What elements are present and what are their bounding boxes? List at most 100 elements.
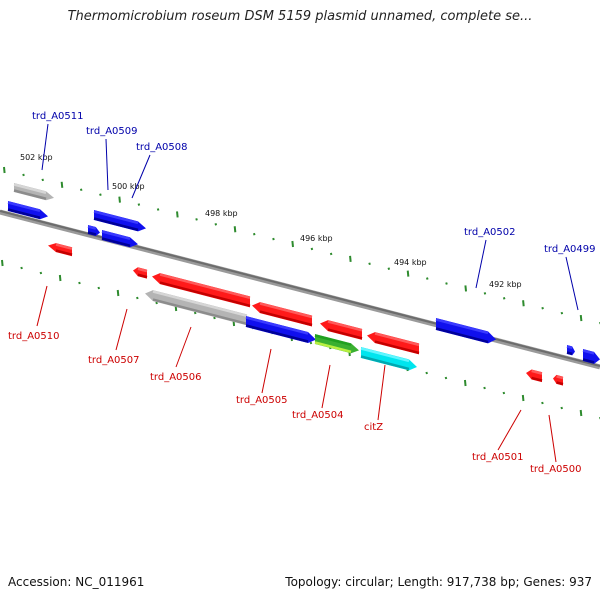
kbp-label: 492 kbp — [489, 280, 522, 289]
gene-leader-line — [321, 364, 331, 409]
gene-arrow-shade — [87, 231, 97, 236]
scale-tick-upper — [214, 223, 218, 226]
scale-tick-lower — [560, 406, 563, 410]
scale-tick-upper — [329, 252, 333, 256]
kbp-label: 500 kbp — [112, 182, 145, 191]
gene-arrow[interactable] — [553, 374, 564, 386]
gene-arrow[interactable] — [252, 302, 313, 327]
gene-arrow[interactable] — [566, 345, 575, 356]
gene-arrow[interactable] — [152, 273, 251, 308]
gene-label: trd_A0499 — [544, 244, 596, 255]
gene-label: trd_A0508 — [136, 142, 188, 153]
gene-label: trd_A0509 — [86, 126, 138, 137]
scale-tick-upper — [252, 232, 256, 236]
gene-arrow-shade — [7, 208, 41, 219]
scale-tick-upper — [176, 211, 179, 218]
gene-arrow-highlight — [259, 302, 313, 319]
gene-arrow-highlight — [93, 210, 139, 225]
scale-tick-upper — [22, 173, 25, 177]
scale-tick-lower — [20, 266, 23, 270]
gene-leader-line — [377, 364, 386, 421]
gene-arrow-highlight — [314, 334, 352, 347]
gene-arrow[interactable] — [435, 318, 496, 344]
gene-leader-line — [175, 326, 192, 368]
scale-tick-lower — [39, 271, 43, 275]
gene-arrow[interactable] — [582, 349, 600, 364]
gene-label: trd_A0500 — [530, 464, 582, 475]
gene-leader-line — [131, 154, 151, 199]
gene-arrow-highlight — [7, 201, 41, 212]
scale-tick-upper — [99, 193, 102, 196]
gene-arrow-highlight — [87, 225, 97, 230]
scale-tick-lower — [444, 376, 448, 380]
kbp-label: 502 kbp — [20, 153, 53, 162]
gene-arrow-highlight — [556, 375, 564, 380]
gene-leader-line — [41, 123, 49, 171]
gene-arrow-shade — [556, 381, 564, 386]
gene-arrow-shade — [566, 351, 573, 356]
scale-tick-lower — [463, 379, 467, 387]
scale-tick-upper — [560, 311, 564, 315]
scale-tick-upper — [118, 196, 121, 203]
gene-leader-line — [497, 409, 522, 451]
scale-tick-upper — [156, 208, 160, 211]
scale-tick-upper — [60, 181, 64, 188]
gene-arrow-shade — [582, 358, 595, 364]
gene-label: trd_A0501 — [472, 452, 524, 463]
gene-arrow-highlight — [137, 267, 148, 273]
scale-tick-lower — [58, 274, 62, 282]
gene-label: trd_A0502 — [464, 227, 516, 238]
scale-tick-upper — [368, 262, 371, 266]
scale-tick-lower — [116, 289, 120, 297]
gene-arrow[interactable] — [101, 230, 138, 248]
gene-label: trd_A0510 — [8, 331, 60, 342]
gene-label: trd_A0507 — [88, 355, 140, 366]
scale-tick-upper — [522, 300, 525, 307]
gene-arrow-highlight — [531, 369, 543, 375]
kbp-label: 494 kbp — [394, 258, 427, 267]
scale-tick-upper — [137, 203, 141, 206]
scale-tick-lower — [136, 296, 139, 300]
gene-arrow[interactable] — [7, 201, 48, 220]
gene-arrow[interactable] — [93, 210, 146, 232]
scale-tick-lower — [155, 301, 158, 305]
gene-arrow[interactable] — [367, 332, 420, 355]
gene-arrow-highlight — [360, 347, 410, 363]
gene-arrow[interactable] — [48, 243, 73, 257]
scale-tick-lower — [213, 316, 216, 320]
scale-tick-upper — [291, 240, 294, 248]
scale-tick-upper — [233, 226, 237, 233]
gene-arrow[interactable] — [13, 183, 54, 201]
gene-leader-line — [105, 138, 109, 191]
scale-tick-lower — [541, 401, 544, 405]
map-title: Thermomicrobium roseum DSM 5159 plasmid … — [67, 9, 533, 24]
gene-arrow-shade — [55, 249, 73, 256]
gene-arrow-highlight — [566, 345, 573, 350]
gene-arrow[interactable] — [145, 290, 248, 326]
gene-arrow[interactable] — [245, 316, 316, 344]
scale-tick-upper — [541, 306, 544, 310]
gene-arrow-shade — [245, 324, 309, 343]
scale-tick-lower — [1, 259, 4, 267]
gene-arrow-shade — [159, 281, 251, 308]
gene-arrow-highlight — [159, 273, 251, 300]
kbp-label: 496 kbp — [300, 234, 333, 243]
gene-arrow[interactable] — [314, 334, 359, 354]
scale-tick-lower — [425, 371, 428, 375]
gene-arrow-shade — [152, 298, 248, 326]
gene-leader-line — [115, 308, 128, 351]
accession-text: Accession: NC_011961 — [8, 575, 145, 589]
gene-arrow-highlight — [245, 316, 309, 335]
gene-arrow[interactable] — [87, 225, 100, 237]
scale-tick-upper — [272, 237, 275, 241]
gene-arrow[interactable] — [360, 347, 417, 371]
gene-arrow[interactable] — [133, 267, 148, 279]
backbone-line-core — [0, 210, 600, 367]
gene-label: trd_A0505 — [236, 395, 288, 406]
gene-arrow[interactable] — [320, 320, 363, 340]
gene-arrow[interactable] — [526, 369, 543, 383]
gene-leader-line — [475, 239, 487, 289]
topology-summary: Topology: circular; Length: 917,738 bp; … — [285, 575, 592, 589]
gene-arrow-shade — [93, 217, 139, 232]
